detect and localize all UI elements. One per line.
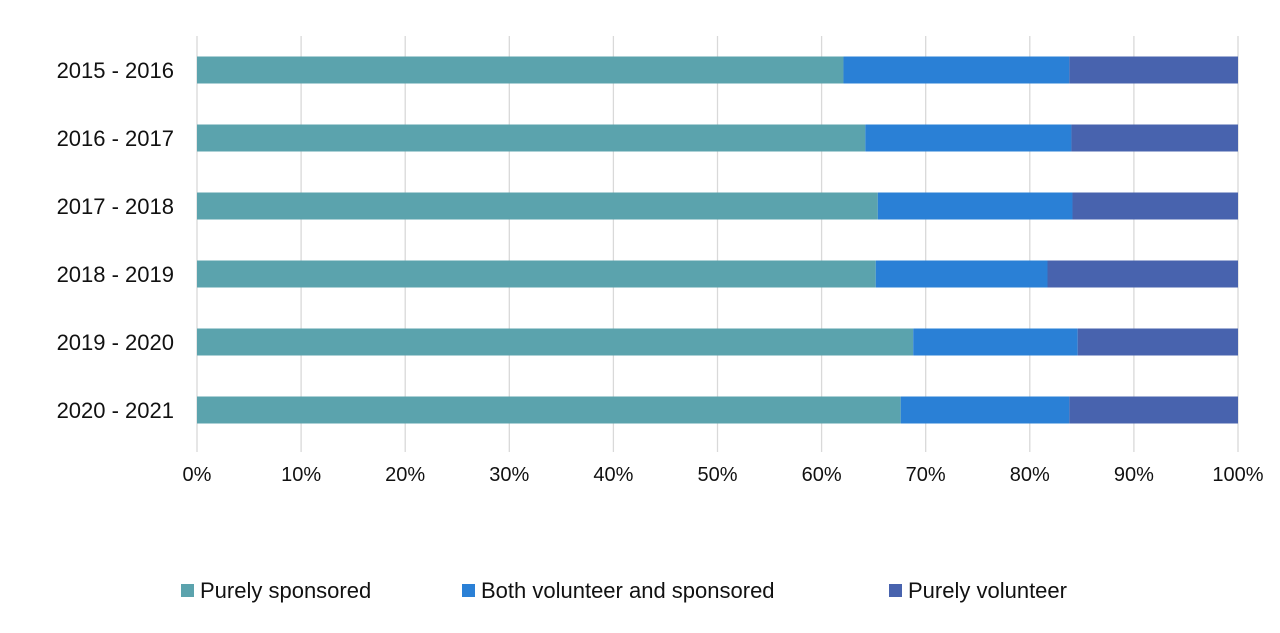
y-category-label: 2015 - 2016 bbox=[57, 58, 174, 83]
y-category-label: 2017 - 2018 bbox=[57, 194, 174, 219]
bar-segment-purely-sponsored bbox=[197, 260, 876, 288]
bar-segment-purely-volunteer bbox=[1077, 328, 1238, 356]
x-tick-label: 10% bbox=[281, 464, 321, 486]
bar-segment-both-volunteer-and-sponsored bbox=[877, 192, 1073, 220]
bar-segment-purely-sponsored bbox=[197, 124, 866, 152]
legend-label: Purely sponsored bbox=[200, 578, 371, 603]
bar-segment-purely-sponsored bbox=[197, 328, 914, 356]
bar-segment-purely-volunteer bbox=[1047, 260, 1238, 288]
x-tick-label: 70% bbox=[906, 464, 946, 486]
legend-swatch bbox=[462, 584, 475, 597]
bar-segment-both-volunteer-and-sponsored bbox=[875, 260, 1048, 288]
bar-segment-both-volunteer-and-sponsored bbox=[913, 328, 1078, 356]
bar-segment-both-volunteer-and-sponsored bbox=[865, 124, 1072, 152]
bar-segment-purely-volunteer bbox=[1069, 56, 1238, 84]
x-tick-label: 100% bbox=[1212, 464, 1263, 486]
y-axis-labels: 2015 - 2016 2016 - 2017 2017 - 2018 2018 - … bbox=[57, 58, 174, 423]
x-tick-label: 50% bbox=[697, 464, 737, 486]
legend-label: Purely volunteer bbox=[908, 578, 1067, 603]
y-category-label: 2020 - 2021 bbox=[57, 398, 174, 423]
legend-item: Purely volunteer bbox=[889, 578, 1067, 603]
y-category-label: 2016 - 2017 bbox=[57, 126, 174, 151]
bar-segment-both-volunteer-and-sponsored bbox=[900, 396, 1070, 424]
bars bbox=[197, 56, 1238, 424]
legend-item: Purely sponsored bbox=[181, 578, 371, 603]
bar-segment-both-volunteer-and-sponsored bbox=[843, 56, 1070, 84]
legend-swatch bbox=[181, 584, 194, 597]
bar-segment-purely-sponsored bbox=[197, 396, 901, 424]
x-axis-labels: 0% 10% 20% 30% 40% 50% 60% 70% 80% 90% 100% bbox=[183, 464, 1264, 486]
x-tick-label: 60% bbox=[802, 464, 842, 486]
bar-segment-purely-sponsored bbox=[197, 192, 878, 220]
legend-label: Both volunteer and sponsored bbox=[481, 578, 775, 603]
x-tick-label: 80% bbox=[1010, 464, 1050, 486]
legend-swatch bbox=[889, 584, 902, 597]
legend-item: Both volunteer and sponsored bbox=[462, 578, 775, 603]
gridlines bbox=[196, 36, 1239, 452]
y-category-label: 2019 - 2020 bbox=[57, 330, 174, 355]
x-tick-label: 20% bbox=[385, 464, 425, 486]
legend: Purely sponsored Both volunteer and spons… bbox=[181, 578, 1067, 603]
bar-segment-purely-sponsored bbox=[197, 56, 844, 84]
bar-segment-purely-volunteer bbox=[1072, 192, 1238, 220]
x-tick-label: 40% bbox=[593, 464, 633, 486]
bar-segment-purely-volunteer bbox=[1069, 396, 1238, 424]
bar-segment-purely-volunteer bbox=[1071, 124, 1238, 152]
x-tick-label: 0% bbox=[183, 464, 212, 486]
y-category-label: 2018 - 2019 bbox=[57, 262, 174, 287]
x-tick-label: 30% bbox=[489, 464, 529, 486]
x-tick-label: 90% bbox=[1114, 464, 1154, 486]
